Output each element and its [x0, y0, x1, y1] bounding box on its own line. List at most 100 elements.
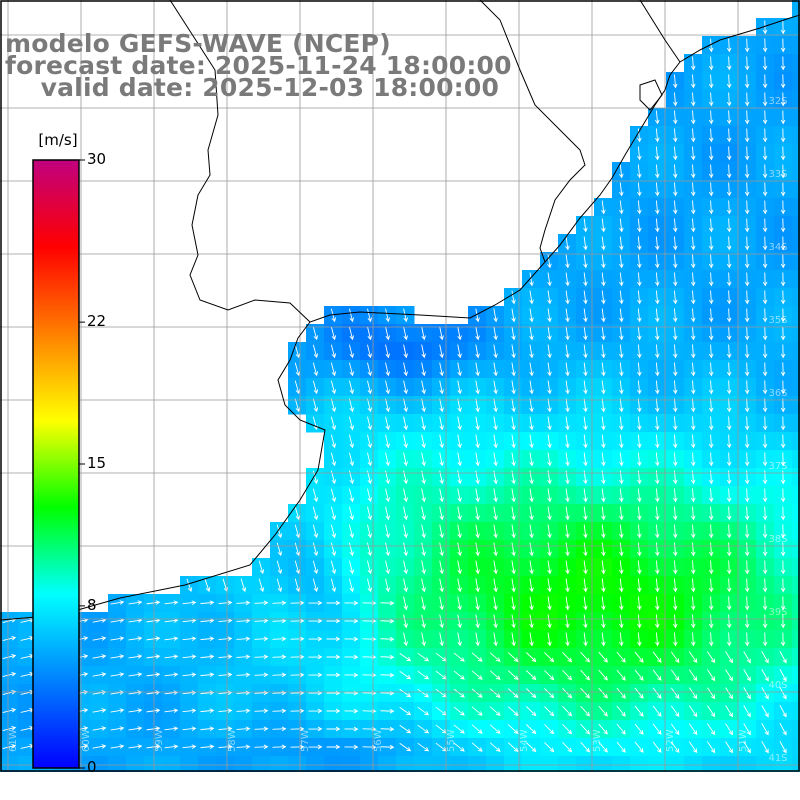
wind-arrow — [276, 560, 283, 575]
wind-arrow — [439, 560, 444, 575]
wind-speed-cell — [18, 756, 37, 772]
wind-arrow — [457, 506, 462, 521]
wind-arrow — [562, 651, 573, 663]
wind-arrow — [780, 56, 786, 71]
wind-arrow — [348, 344, 355, 359]
wind-arrow — [672, 542, 678, 557]
wind-speed-cell — [378, 756, 397, 772]
wind-arrow — [726, 398, 732, 413]
wind-arrow — [690, 488, 696, 503]
wind-arrow — [290, 672, 305, 678]
wind-arrow — [744, 182, 750, 197]
wind-arrow — [493, 416, 498, 431]
wind-arrow — [421, 542, 426, 557]
wind-arrow — [619, 578, 624, 593]
wind-arrow — [780, 632, 786, 647]
wind-arrow — [547, 290, 552, 305]
wind-arrow — [186, 578, 193, 593]
wind-speed-cell — [342, 756, 361, 772]
wind-arrow — [403, 398, 408, 413]
wind-arrow — [725, 741, 733, 754]
wind-arrow — [348, 362, 355, 377]
wind-arrow — [726, 236, 732, 251]
wind-arrow — [403, 362, 408, 377]
wind-arrow — [200, 654, 215, 659]
wind-arrow — [290, 654, 305, 660]
wind-arrow — [780, 614, 786, 629]
wind-arrow — [616, 651, 626, 663]
wind-arrow — [308, 654, 323, 660]
wind-arrow — [565, 416, 570, 431]
wind-arrow — [529, 578, 534, 593]
wind-arrow — [744, 92, 750, 107]
wind-arrow — [761, 687, 769, 700]
wind-arrow — [762, 524, 768, 539]
wind-arrow — [619, 254, 624, 269]
wind-arrow — [439, 416, 444, 431]
wind-arrow — [308, 744, 323, 750]
wind-arrow — [399, 706, 412, 716]
wind-arrow — [471, 706, 483, 716]
wind-arrow — [236, 708, 251, 714]
wind-arrow — [200, 726, 215, 731]
wind-arrow — [453, 670, 465, 680]
wind-speed-cell — [540, 756, 559, 772]
wind-arrow — [254, 708, 269, 714]
wind-arrow — [690, 164, 696, 179]
wind-arrow — [744, 452, 750, 467]
wind-arrow — [583, 272, 588, 287]
wind-arrow — [762, 560, 768, 575]
wind-arrow — [726, 146, 732, 161]
wind-arrow — [726, 560, 732, 575]
wind-arrow — [583, 632, 588, 647]
wind-arrow — [421, 614, 426, 629]
wind-arrow — [367, 416, 372, 431]
wind-arrow — [330, 578, 337, 593]
wind-arrow — [240, 578, 247, 593]
wind-arrow — [761, 669, 769, 682]
wind-arrow — [672, 344, 678, 359]
wind-arrow — [708, 488, 714, 503]
wind-arrow — [670, 723, 680, 736]
wind-arrow — [385, 344, 390, 359]
wind-arrow — [708, 596, 714, 611]
wind-arrow — [744, 308, 750, 323]
wind-arrow — [493, 488, 498, 503]
wind-arrow — [330, 560, 337, 575]
wind-arrow — [403, 344, 408, 359]
wind-arrow — [128, 708, 143, 713]
wind-arrow — [272, 636, 287, 642]
wind-speed-cell — [792, 432, 800, 451]
wind-arrow — [525, 742, 537, 753]
wind-arrow — [708, 182, 714, 197]
wind-arrow — [598, 687, 608, 699]
wind-arrow — [399, 724, 412, 734]
wind-arrow — [544, 670, 555, 681]
longitude-label: 58W — [227, 729, 238, 752]
wind-arrow — [690, 182, 696, 197]
wind-arrow — [326, 636, 341, 642]
wind-arrow — [762, 362, 768, 377]
wind-arrow — [312, 362, 319, 377]
wind-arrow — [780, 200, 786, 215]
wind-arrow — [708, 110, 714, 125]
wind-arrow — [385, 578, 390, 593]
wind-arrow — [583, 290, 588, 305]
wind-arrow — [762, 38, 768, 53]
wind-arrow — [204, 578, 211, 593]
wind-arrow — [670, 651, 680, 664]
wind-arrow — [254, 636, 269, 642]
wind-speed-cell — [792, 126, 800, 145]
wind-arrow — [380, 708, 395, 714]
wind-speed-cell — [432, 756, 451, 772]
wind-arrow — [421, 326, 426, 341]
wind-arrow — [493, 308, 498, 323]
wind-arrow — [294, 578, 301, 593]
wind-arrow — [619, 218, 624, 233]
wind-arrow — [525, 724, 537, 735]
wind-arrow — [780, 128, 786, 143]
wind-arrow — [403, 524, 408, 539]
wind-arrow — [634, 723, 644, 735]
wind-arrow — [128, 636, 143, 641]
wind-arrow — [312, 488, 319, 503]
